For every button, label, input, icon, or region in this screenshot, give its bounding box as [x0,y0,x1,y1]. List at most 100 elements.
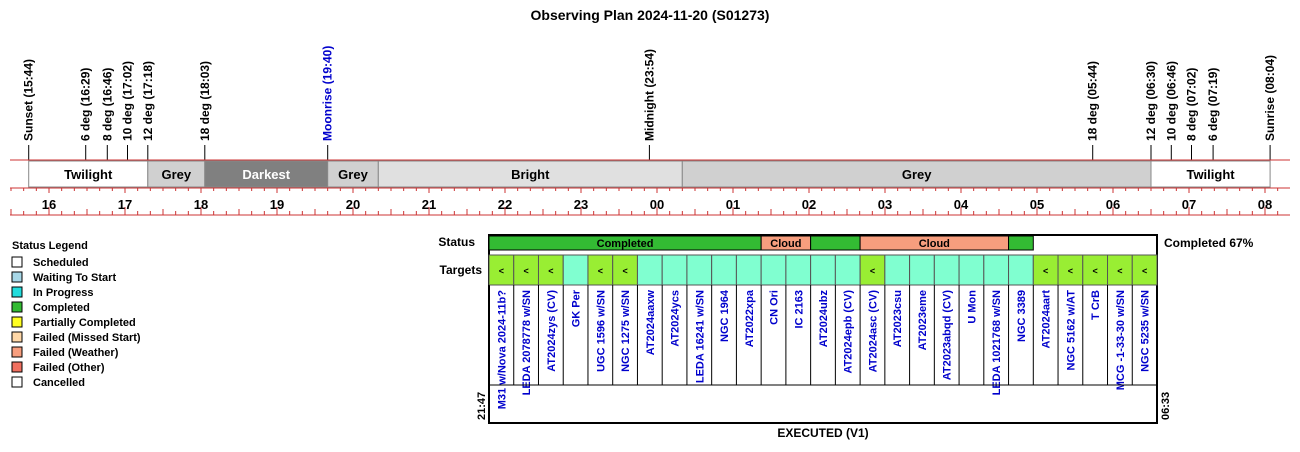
target-cell [735,254,762,286]
target-mark: < [548,266,553,276]
target-cell [1082,254,1109,286]
target-cell [859,254,886,286]
target-mark: < [1068,266,1073,276]
target-cell [884,254,911,286]
legend-swatch [11,271,23,283]
hour-label: 23 [574,197,588,212]
target-cell [1131,254,1158,286]
legend-item-label: Failed (Other) [33,362,105,374]
target-mark: < [1043,266,1048,276]
status-segment-label: Cloud [770,238,801,250]
target-cell [933,254,960,286]
event-label: 12 deg (17:18) [141,61,155,141]
legend-item-label: Partially Completed [33,317,136,329]
target-cell [785,254,812,286]
target-name: CN Ori [769,290,781,325]
sky-bands-group: Twilight Grey Darkest Grey Bright Grey Twiligh… [10,159,1290,189]
target-name: AT2023eme [917,290,929,350]
event-label: 18 deg (18:03) [198,61,212,141]
chart-title: Observing Plan 2024-11-20 (S01273) [531,7,770,23]
sky-band-label: Twilight [1186,167,1235,182]
time-axis: 16 17 18 19 20 21 22 23 00 01 02 03 04 05 06 07 08 [10,188,1290,216]
sky-band-label: Darkest [242,167,290,182]
legend-item-label: Scheduled [33,257,89,269]
events-group: Sunset (15:44) 6 deg (16:29) 8 deg (16:46)… [22,46,1277,160]
target-name: GK Per [571,289,583,327]
target-cell [711,254,737,286]
target-cell [587,254,614,286]
sky-band-label: Grey [161,167,191,182]
target-name: IC 2163 [793,290,805,329]
target-name: LEDA 16241 w/SN [694,290,706,383]
target-name: AT2023csu [892,290,904,347]
panel-footer: EXECUTED (V1) [777,426,868,440]
legend-swatch [11,256,23,268]
target-cell [958,254,985,286]
target-name: AT2022xpa [744,289,756,347]
target-cell [562,254,589,286]
target-cell [810,254,836,286]
status-legend: Status Legend Scheduled Waiting To Start In… [11,240,141,389]
target-name: AT2024ubz [818,290,830,348]
hour-label: 22 [498,197,512,212]
hour-label: 00 [650,197,664,212]
hour-label: 19 [270,197,284,212]
event-label: Moonrise (19:40) [321,46,335,141]
start-time: 21:47 [476,392,488,420]
sky-band-label: Grey [338,167,368,182]
target-mark: < [499,266,504,276]
target-cell [1008,254,1034,286]
target-name: MCG -1-33-30 w/SN [1115,290,1127,390]
legend-item-label: Failed (Missed Start) [33,332,141,344]
sky-band-label: Twilight [64,167,113,182]
hour-label: 02 [802,197,816,212]
target-name: UGC 1596 w/SN [595,290,607,372]
legend-swatch [11,301,23,313]
event-label: 10 deg (17:02) [121,61,135,141]
event-label: 12 deg (06:30) [1144,61,1158,141]
target-mark: < [622,266,627,276]
completed-percent: Completed 67% [1164,236,1254,250]
legend-item-label: Cancelled [33,377,85,389]
target-name: LEDA 1021768 w/SN [991,290,1003,395]
target-mark: < [870,266,875,276]
event-label: 10 deg (06:46) [1164,61,1178,141]
target-name: AT2024aart [1041,290,1053,349]
target-name: AT2024epb (CV) [843,290,855,374]
status-segment [810,235,861,251]
target-name: NGC 1275 w/SN [620,290,632,372]
hour-label: 05 [1030,197,1044,212]
end-time: 06:33 [1160,392,1172,420]
target-cell [513,254,539,286]
status-row-label: Status [438,235,475,249]
target-name: LEDA 2078778 w/SN [521,290,533,395]
hour-label: 16 [42,197,56,212]
status-segment [1008,235,1034,251]
target-name: NGC 3389 [1016,290,1028,342]
hour-label: 08 [1258,197,1272,212]
hour-label: 04 [954,197,969,212]
status-segment-label: Completed [597,238,654,250]
hour-label: 01 [726,197,740,212]
target-cell [686,254,713,286]
target-name: NGC 5235 w/SN [1140,290,1152,372]
target-name: NGC 5162 w/AT [1065,290,1077,371]
event-label: 18 deg (05:44) [1086,61,1100,141]
status-segment-label: Cloud [919,238,950,250]
sky-band-label: Grey [902,167,932,182]
event-label: Sunrise (08:04) [1263,55,1277,141]
legend-swatch [11,316,23,328]
target-mark: < [1093,266,1098,276]
event-label: 6 deg (16:29) [79,68,93,141]
target-name: T CrB [1090,290,1102,320]
target-name: AT2024ycs [670,290,682,347]
sky-band-label: Bright [511,167,550,182]
target-cell [909,254,935,286]
target-name: AT2023abqd (CV) [942,290,954,381]
target-cell [760,254,787,286]
legend-item-label: In Progress [33,287,94,299]
target-name: U Mon [966,290,978,324]
event-label: Midnight (23:54) [642,49,656,141]
target-name: M31 w/Nova 2024-11b? [496,290,508,410]
